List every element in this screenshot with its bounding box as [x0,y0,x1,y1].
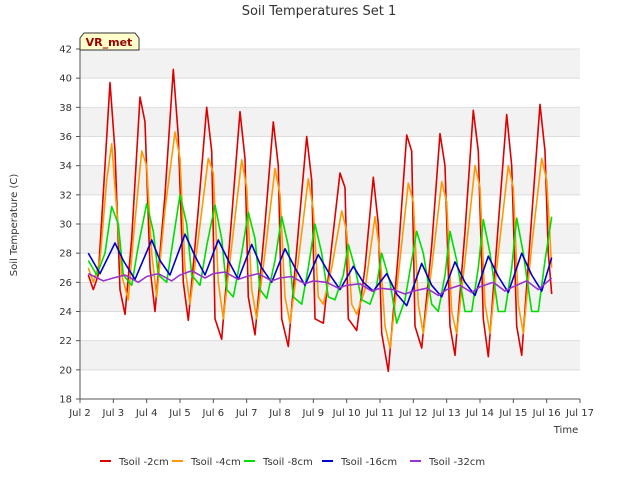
chart-title: Soil Temperatures Set 1 [242,4,397,19]
legend-label: Tsoil -16cm [340,457,397,468]
y-tick-label: 18 [59,395,72,406]
x-tick-label: Jul 8 [268,408,291,419]
plot-background-bands [80,49,580,370]
x-tick-label: Jul 3 [102,408,125,419]
x-tick-label: Jul 4 [135,408,158,419]
y-tick-label: 36 [59,132,72,143]
x-tick-label: Jul 9 [302,408,325,419]
legend-item: Tsoil -16cm [322,457,397,468]
y-tick-label: 32 [59,190,72,201]
series-line-tsoil-2cm [87,68,553,373]
x-tick-label: Jul 2 [68,408,91,419]
vr-met-badge: VR_met [79,32,140,51]
y-tick-label: 24 [59,307,72,318]
x-tick-label: Jul 10 [332,408,361,419]
x-tick-label: Jul 17 [565,408,594,419]
y-tick-label: 28 [59,249,72,260]
y-tick-label: 26 [59,278,72,289]
series-line-tsoil-32cm [87,269,553,297]
y-tick-label: 40 [59,74,72,85]
x-tick-label: Jul 13 [432,408,461,419]
badge-label: VR_met [86,36,133,49]
plot-band [80,49,580,79]
x-tick-label: Jul 11 [365,408,394,419]
legend-item: Tsoil -8cm [244,457,313,468]
x-tick-label: Jul 15 [498,408,527,419]
y-axis-label: Soil Temperature (C) [9,174,20,277]
y-tick-label: 20 [59,365,72,376]
series-line-tsoil-8cm [87,194,553,325]
legend-item: Tsoil -4cm [172,457,241,468]
x-tick-label: Jul 6 [202,408,225,419]
x-tick-label: Jul 14 [465,408,494,419]
legend-label: Tsoil -2cm [118,457,169,468]
x-axis-label: Time [553,425,578,436]
legend: Tsoil -2cm Tsoil -4cm Tsoil -8cm Tsoil -16c… [100,457,485,468]
series-layer [87,68,553,373]
x-tick-label: Jul 7 [235,408,258,419]
x-tick-label: Jul 5 [168,408,191,419]
y-tick-label: 22 [59,336,72,347]
plot-band [80,340,580,370]
legend-label: Tsoil -4cm [190,457,241,468]
x-tick-label: Jul 12 [398,408,427,419]
legend-label: Tsoil -8cm [262,457,313,468]
legend-label: Tsoil -32cm [428,457,485,468]
tick-labels: 18 20 22 24 26 28 30 32 34 36 38 40 42 Jul 2 Jul 3 Jul … [59,45,594,420]
y-tick-label: 42 [59,45,72,56]
y-tick-label: 38 [59,103,72,114]
plot-band [80,165,580,195]
y-tick-label: 30 [59,220,72,231]
badge-shape [79,32,140,51]
legend-item: Tsoil -32cm [410,457,485,468]
plot-band [80,107,580,137]
y-tick-label: 34 [59,161,72,172]
series-line-tsoil-4cm [87,131,553,349]
x-tick-label: Jul 16 [532,408,561,419]
legend-item: Tsoil -2cm [100,457,169,468]
